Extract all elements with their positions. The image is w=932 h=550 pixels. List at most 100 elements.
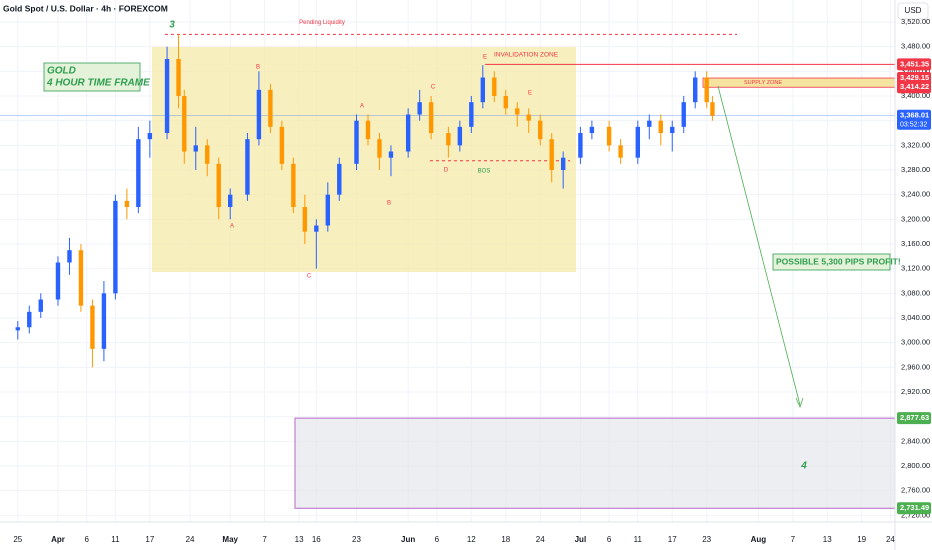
candle-body [291,163,296,208]
timeframe-label: 4 HOUR TIME FRAME [46,78,150,89]
candle-body [670,126,675,134]
candle-body [469,102,474,127]
candle-body [245,139,250,195]
x-tick-label: 11 [634,535,643,544]
candle-body [606,126,612,146]
candle-body [55,262,61,300]
candle-body [618,145,623,158]
x-tick-label: 7 [262,535,267,544]
candle-body [337,163,342,195]
candle-body [27,311,32,328]
candle-body [578,133,583,158]
candle-body [78,250,84,306]
candle-body [15,327,20,331]
candle-body [256,89,262,140]
y-tick-label: 3,240.00 [901,190,930,199]
x-tick-label: 7 [791,535,796,544]
candle-body [693,77,698,103]
bos-label: BOS [478,168,491,174]
wave-label: A [230,224,234,230]
y-tick-label: 3,280.00 [901,165,930,174]
x-tick-label: 17 [668,535,677,544]
candle-body [377,139,382,158]
price-tag-label: 2,731.49 [900,503,929,512]
y-tick-label: 2,760.00 [901,486,930,495]
currency: USD [905,6,922,15]
candle-body [538,120,543,140]
x-tick-label: 13 [823,535,832,544]
price-tag-label: 3,368.01 [900,111,929,120]
x-tick-label: 18 [501,535,510,544]
x-tick-label: Jun [401,535,415,544]
y-tick-label: 3,200.00 [901,214,930,223]
candle-body [365,120,371,140]
x-tick-label: 23 [702,535,711,544]
x-tick-label: Aug [751,535,767,544]
candle-body [405,114,411,152]
currency-box[interactable] [897,2,929,20]
candle-body [113,200,118,294]
candle-body [704,77,709,103]
candle-body [136,139,141,208]
y-tick-label: 3,040.00 [901,313,930,322]
x-tick-label: 19 [857,535,866,544]
candle-body [681,102,686,127]
price-tag [897,502,931,515]
x-tick-label: 25 [13,535,22,544]
candle-body [635,126,641,158]
x-tick-label: 13 [295,535,304,544]
y-tick-label: 2,840.00 [901,436,930,445]
y-tick-label: 3,400.00 [901,91,930,100]
candle-body [268,89,273,127]
wave-label: B [387,201,391,207]
x-tick-label: Jul [575,535,587,544]
candle-body [647,120,652,127]
y-tick-label: 2,720.00 [901,510,930,519]
candle-body [279,126,285,164]
y-tick-label: 3,480.00 [901,42,930,51]
profit-label: POSSIBLE 5,300 PIPS PROFIT! [776,256,901,266]
candle-body [205,145,210,164]
x-tick-label: 24 [186,535,195,544]
candle-body [101,293,107,349]
candle-body [428,102,434,134]
range-box [152,47,576,272]
wave-label: 4 [800,461,807,472]
x-tick-label: 24 [536,535,545,544]
x-tick-label: May [222,535,238,544]
price-tag [897,109,931,130]
wave-label: E [483,55,487,61]
candle-body [417,102,422,115]
candle-body [302,207,308,232]
timeframe-label: GOLD [47,66,76,77]
candle-body [314,225,319,232]
y-tick-label: 3,520.00 [901,17,930,26]
price-tag-countdown: 03:52:32 [900,122,927,129]
wave-label: B [256,65,260,71]
target-box [294,417,895,509]
arrow-head [795,397,804,409]
invalidation-label: INVALIDATION ZONE [494,52,559,59]
candle-body [589,126,595,134]
candle-body [182,96,187,152]
candle-body [164,59,170,134]
price-tag-label: 3,451.35 [900,59,929,68]
y-tick-label: 2,920.00 [901,387,930,396]
candle-body [354,120,359,164]
candle-body [325,194,331,226]
candle-body [147,133,153,140]
candle-body [228,194,233,208]
x-tick-label: 17 [145,535,154,544]
candle-body [90,305,95,349]
price-tag [897,412,931,425]
wave-label: C [431,85,436,91]
price-tag-label: 3,429.15 [900,73,929,82]
plot-area [0,0,895,522]
y-tick-label: 2,800.00 [901,461,930,470]
candle-body [176,59,181,97]
candle-body [124,200,130,208]
x-tick-label: 23 [352,535,361,544]
wave-label: 3 [169,20,175,31]
y-tick-label: 2,960.00 [901,362,930,371]
candle-body [710,102,715,116]
